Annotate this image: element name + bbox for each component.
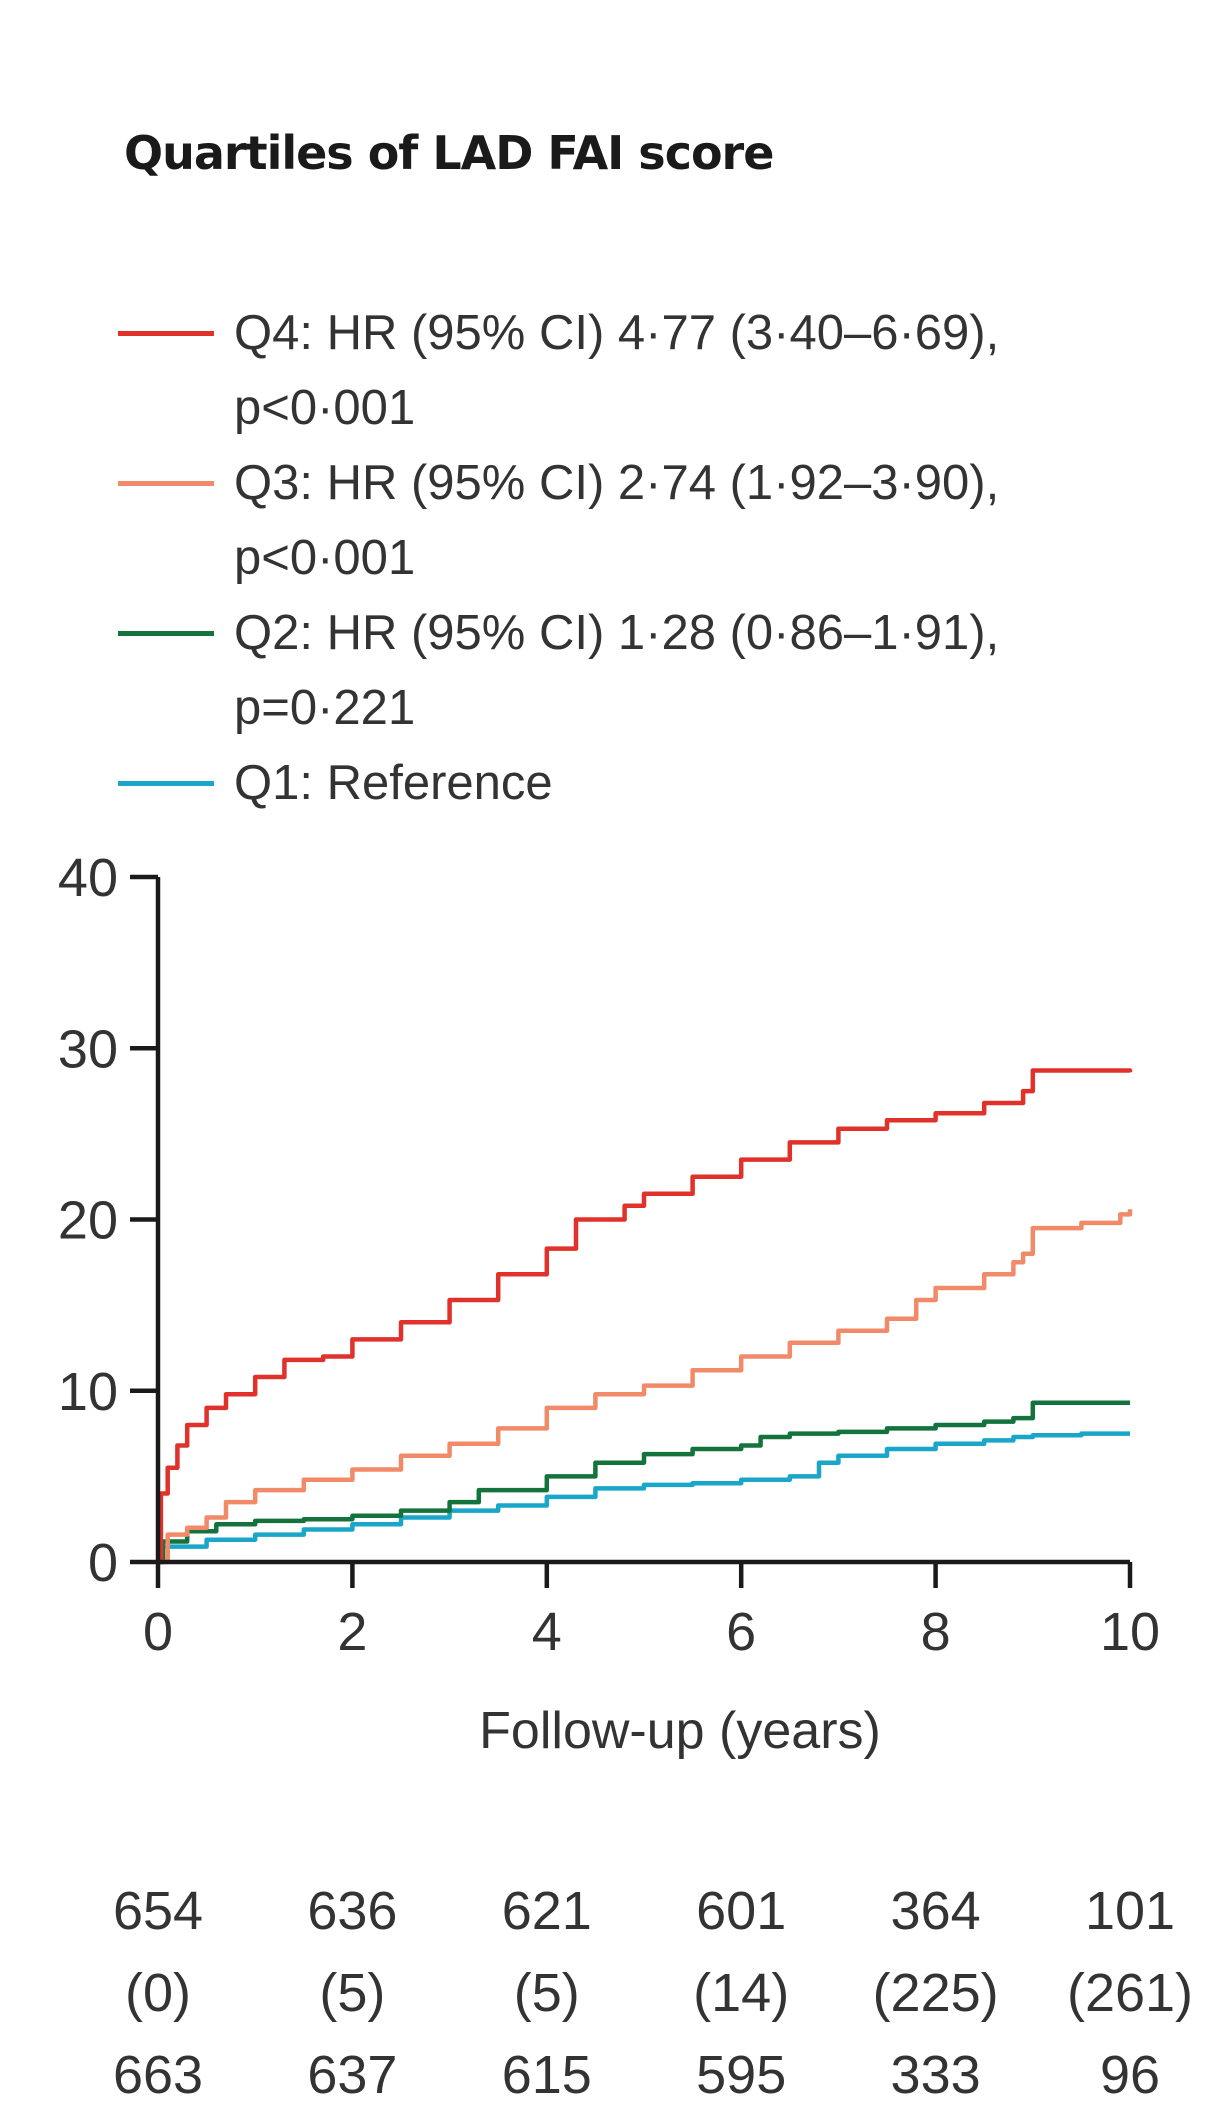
x-tick-label-4: 4: [532, 1602, 562, 1662]
risk-cell: 636: [307, 1881, 398, 1941]
risk-row-2: (0) (5) (5) (14) (225) (261): [0, 1962, 1205, 2044]
legend-entry-q2: Q2: HR (95% CI) 1·28 (0·86–1·91), p=0·22…: [118, 596, 999, 746]
risk-cell: 621: [501, 1881, 592, 1941]
legend-label-q1: Q1: Reference: [234, 756, 553, 810]
risk-cell: 663: [112, 2045, 204, 2105]
legend-label-q3: Q3: HR (95% CI) 2·74 (1·92–3·90), p<0·00…: [234, 456, 1000, 585]
legend-swatch-q2: [118, 631, 214, 636]
risk-cell: 101: [1084, 1881, 1176, 1941]
risk-row-3: 663 637 615 595 333 96: [0, 2044, 1205, 2126]
risk-cell: 364: [890, 1881, 981, 1941]
legend: Q4: HR (95% CI) 4·77 (3·40–6·69), p<0·00…: [118, 296, 999, 821]
chart-title: Quartiles of LAD FAI score: [124, 126, 774, 180]
y-tick-label-0: 0: [88, 1533, 118, 1593]
series-layer: [158, 1068, 1133, 1565]
risk-cell: 654: [112, 1881, 204, 1941]
risk-cell: (5): [319, 1963, 386, 2023]
risk-cell: (14): [693, 1963, 790, 2023]
cumulative-incidence-chart: 0 10 20 30 40 0 2 4 6 8 10 Follow-up (years): [58, 848, 1160, 1760]
y-tick-label-40: 40: [58, 848, 118, 908]
risk-cell: 96: [1099, 2045, 1161, 2105]
risk-cell: 637: [307, 2045, 398, 2105]
risk-cell: (5): [513, 1963, 580, 2023]
series-line-q4: [158, 1068, 1133, 1565]
x-tick-label-2: 2: [337, 1602, 367, 1662]
series-line-q2: [158, 1400, 1130, 1565]
x-tick-label-6: 6: [726, 1602, 756, 1662]
risk-cell: (0): [125, 1963, 191, 2023]
legend-entry-q3: Q3: HR (95% CI) 2·74 (1·92–3·90), p<0·00…: [118, 446, 999, 596]
legend-swatch-q4: [118, 331, 214, 336]
series-line-q1: [158, 1431, 1130, 1565]
y-tick-label-20: 20: [58, 1191, 118, 1251]
axes-layer: 0 10 20 30 40 0 2 4 6 8 10: [58, 848, 1160, 1662]
risk-cell: 615: [501, 2045, 592, 2105]
x-tick-label-0: 0: [143, 1602, 173, 1662]
risk-row-1: 654 636 621 601 364 101: [0, 1880, 1205, 1962]
legend-entry-q4: Q4: HR (95% CI) 4·77 (3·40–6·69), p<0·00…: [118, 296, 999, 446]
legend-swatch-q1: [118, 781, 214, 786]
legend-label-q2: Q2: HR (95% CI) 1·28 (0·86–1·91), p=0·22…: [234, 606, 1000, 735]
risk-cell: (261): [1066, 1963, 1194, 2023]
number-at-risk-table: 654 636 621 601 364 101 (0) (5) (5) (14) (225) (26…: [0, 1880, 1205, 2126]
legend-label-q4: Q4: HR (95% CI) 4·77 (3·40–6·69), p<0·00…: [234, 306, 1000, 435]
y-tick-label-30: 30: [58, 1019, 118, 1079]
x-tick-label-10: 10: [1100, 1602, 1160, 1662]
risk-cell: 595: [696, 2045, 787, 2105]
series-line-q3: [158, 1209, 1133, 1565]
legend-entry-q1: Q1: Reference: [118, 746, 999, 821]
legend-swatch-q3: [118, 481, 214, 486]
y-tick-label-10: 10: [58, 1362, 118, 1422]
x-axis-label: Follow-up (years): [479, 1702, 881, 1760]
risk-cell: (225): [872, 1963, 999, 2023]
risk-cell: 601: [696, 1881, 787, 1941]
x-tick-label-8: 8: [921, 1602, 951, 1662]
risk-cell: 333: [890, 2045, 981, 2105]
